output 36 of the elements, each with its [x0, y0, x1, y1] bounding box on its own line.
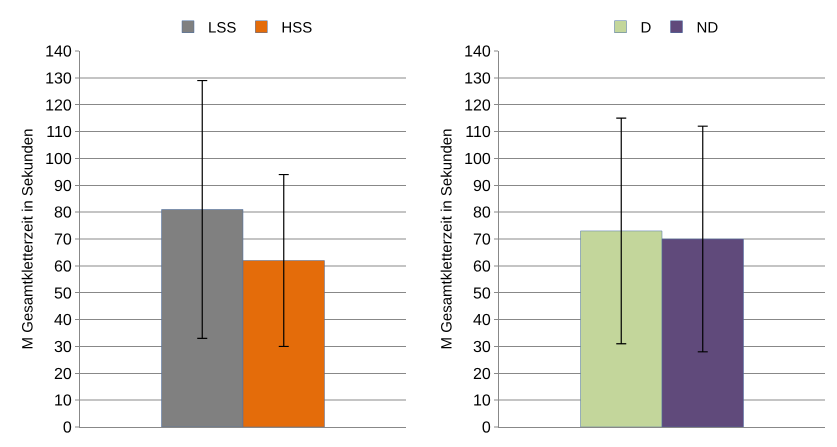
- y-axis-title: M Gesamtkletterzeit in Sekunden: [438, 128, 456, 350]
- y-axis-title: M Gesamtkletterzeit in Sekunden: [19, 128, 36, 350]
- y-tick-label: 10: [54, 392, 72, 410]
- legend-label: ND: [696, 20, 718, 37]
- y-tick-label: 40: [54, 312, 72, 330]
- y-tick-label: 110: [465, 124, 491, 142]
- y-tick-label: 120: [45, 97, 72, 114]
- y-tick-label: 30: [473, 339, 491, 356]
- legend-label: D: [640, 20, 652, 37]
- y-tick-label: 140: [464, 44, 491, 61]
- y-tick-label: 80: [473, 204, 491, 222]
- y-tick-label: 0: [62, 420, 72, 437]
- y-tick-label: 100: [45, 151, 72, 168]
- y-tick-label: 0: [482, 420, 491, 437]
- y-tick-label: 110: [46, 124, 72, 142]
- legend-label: HSS: [281, 20, 312, 37]
- y-tick-label: 140: [45, 44, 72, 61]
- y-tick-label: 20: [54, 366, 72, 383]
- y-tick-label: 50: [54, 285, 72, 302]
- y-tick-label: 80: [54, 204, 72, 222]
- y-tick-label: 50: [473, 285, 491, 302]
- y-tick-label: 40: [473, 312, 491, 330]
- y-tick-label: 90: [54, 178, 72, 195]
- y-tick-label: 90: [473, 178, 491, 195]
- y-tick-label: 100: [464, 151, 491, 168]
- y-tick-label: 130: [464, 70, 491, 88]
- y-tick-label: 70: [54, 232, 72, 249]
- y-tick-label: 20: [473, 366, 491, 383]
- y-tick-label: 60: [54, 258, 72, 276]
- y-tick-label: 30: [54, 339, 72, 356]
- legend-label: LSS: [208, 20, 236, 37]
- y-tick-label: 10: [473, 392, 491, 410]
- y-tick-label: 60: [473, 258, 491, 276]
- y-tick-label: 120: [464, 97, 491, 114]
- y-tick-label: 130: [45, 70, 72, 88]
- y-tick-label: 70: [473, 232, 491, 249]
